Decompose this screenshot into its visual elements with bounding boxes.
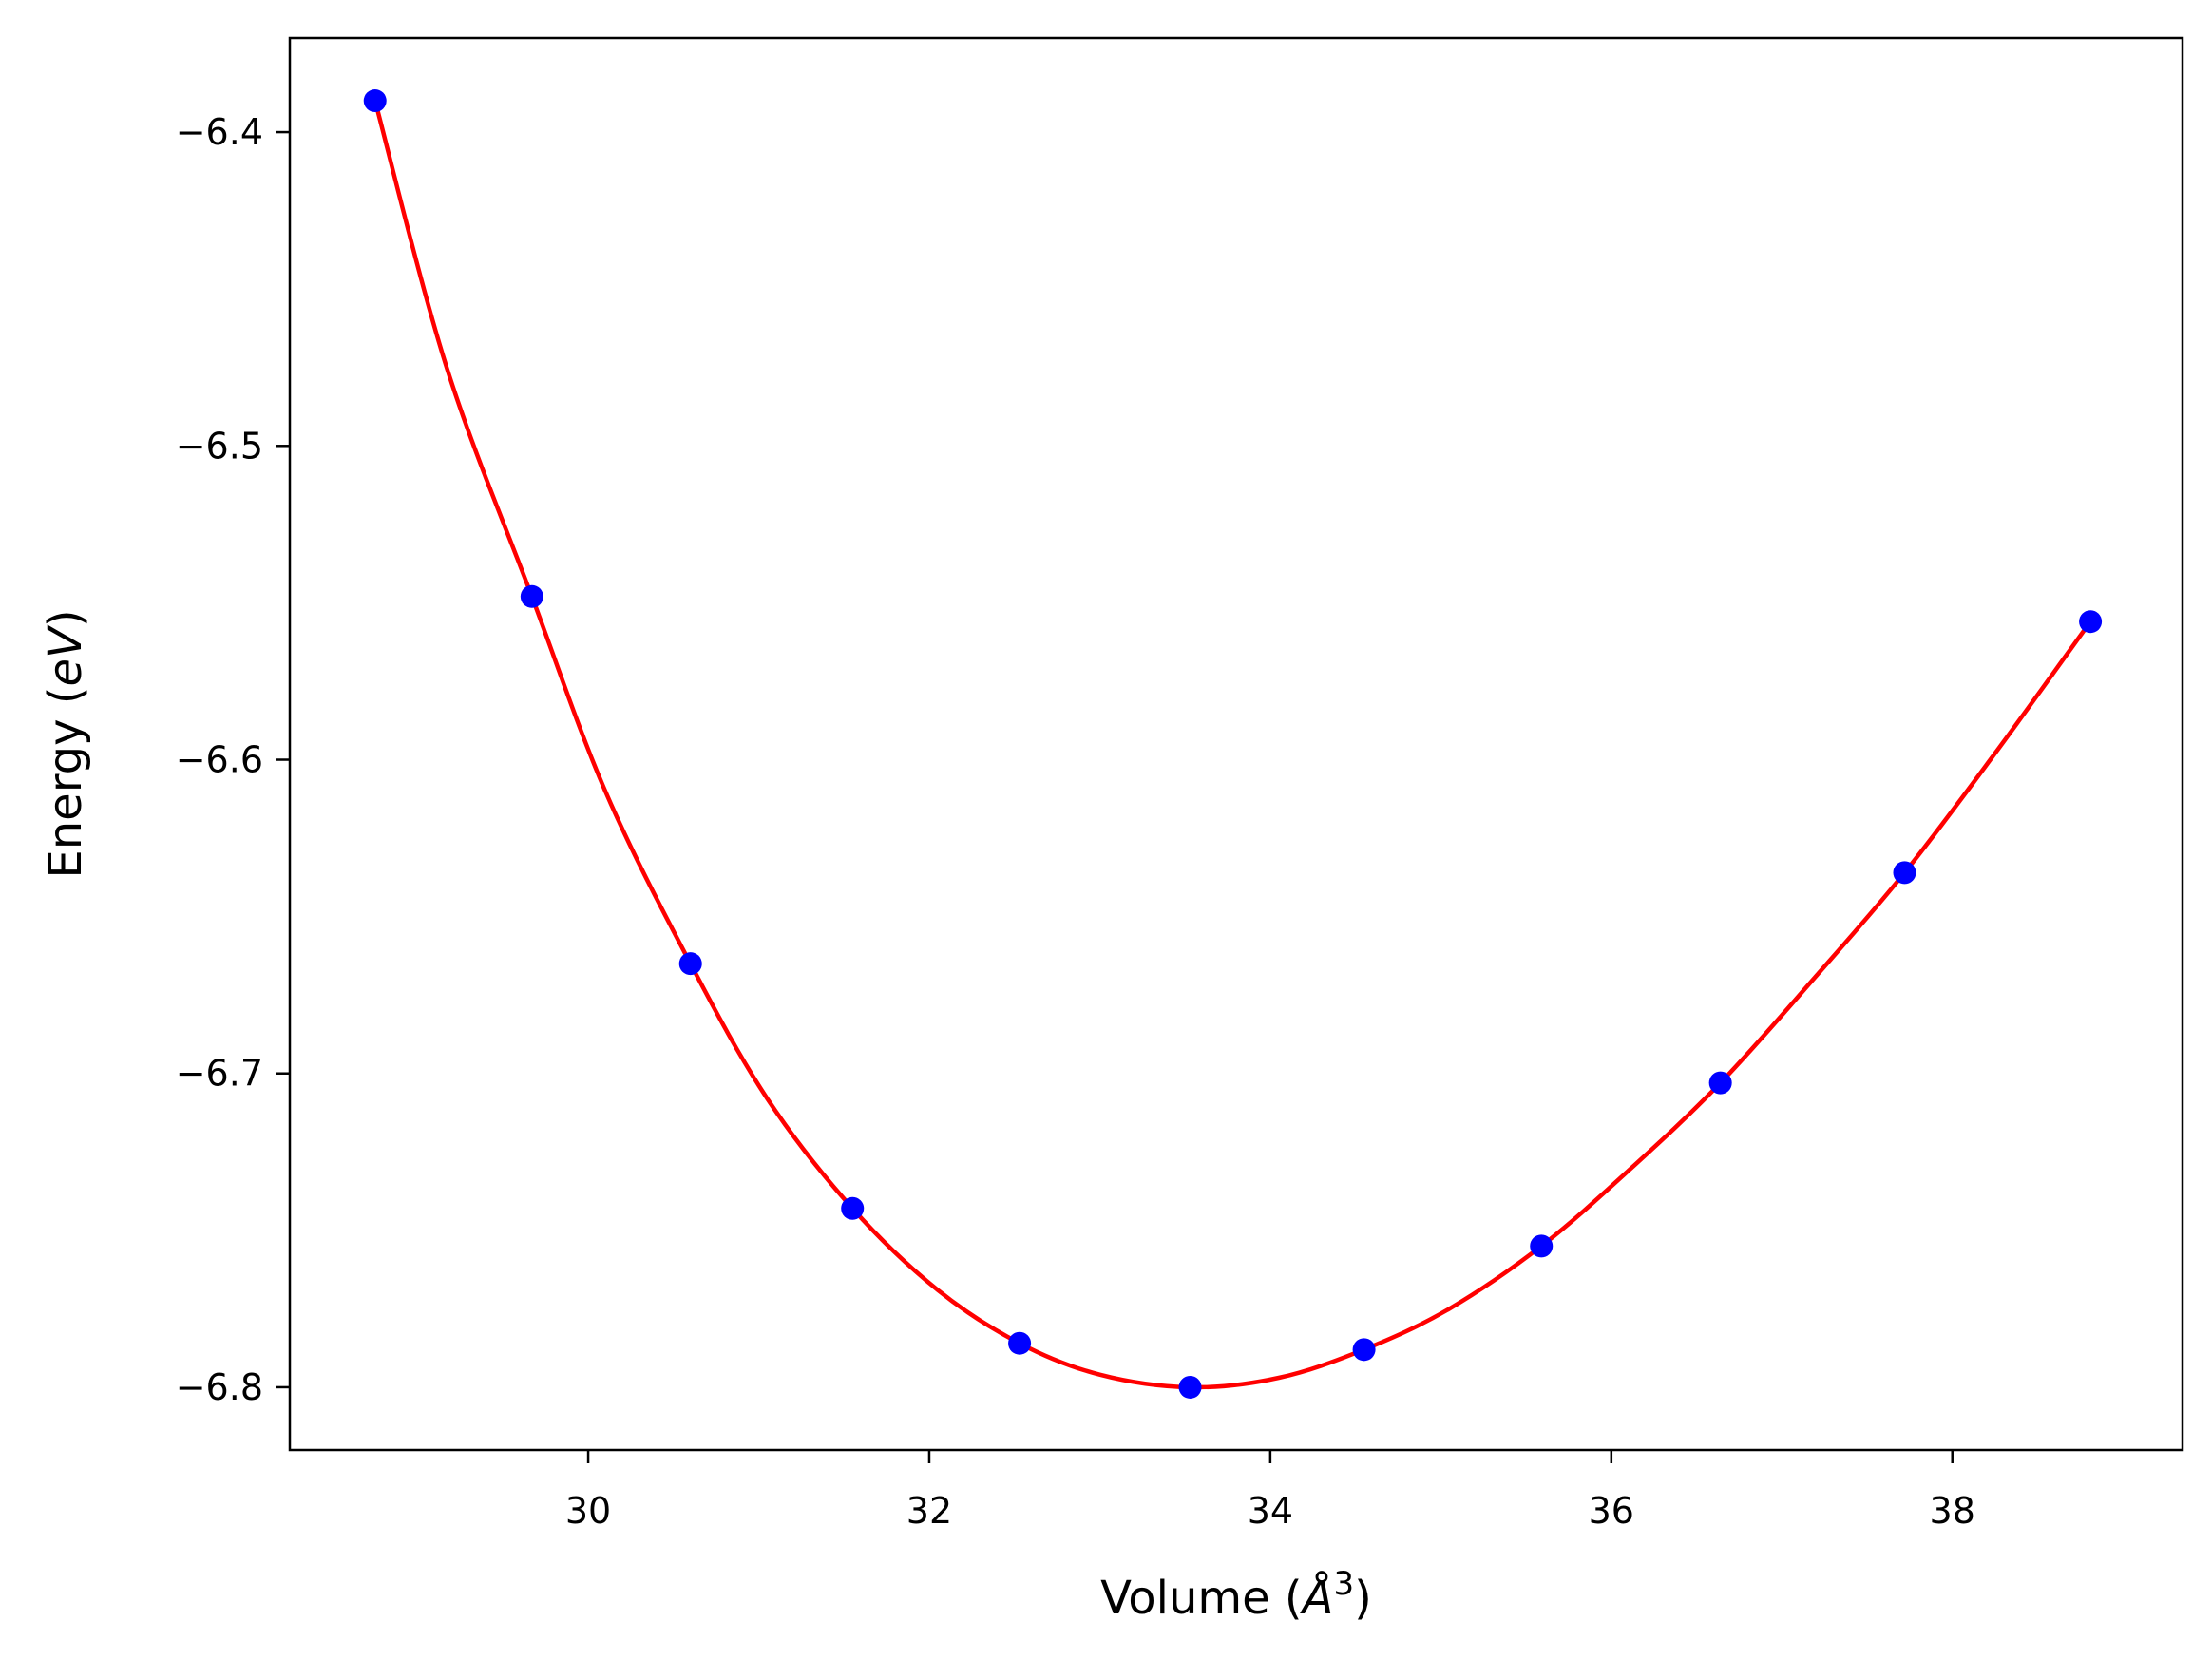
data-point (1893, 861, 1916, 885)
y-tick-label: −6.7 (176, 1053, 263, 1095)
x-tick-label: 34 (1248, 1490, 1293, 1532)
x-axis-unit: Å (1300, 1571, 1334, 1625)
data-point (2079, 610, 2103, 634)
data-point (841, 1196, 865, 1220)
x-axis-title-text: Volume (1100, 1572, 1270, 1625)
x-tick-label: 32 (906, 1490, 952, 1532)
data-point (363, 89, 387, 113)
x-tick-label: 36 (1589, 1490, 1634, 1532)
x-axis-title: Volume (Å3) (1100, 1565, 1372, 1625)
y-tick-label: −6.8 (176, 1366, 263, 1408)
plot-frame (288, 36, 2184, 1452)
x-axis-unit-exponent: 3 (1333, 1565, 1354, 1603)
x-tick-label: 30 (565, 1490, 611, 1532)
data-point (1008, 1331, 1032, 1355)
data-point (1178, 1375, 1202, 1399)
ticks-layer: 30 32 34 36 38 −6.4 −6.5 −6.6 −6.7 −6.8 (176, 111, 1975, 1532)
data-point (1530, 1234, 1554, 1258)
y-axis-title-text: Energy (39, 719, 92, 879)
data-point (1352, 1338, 1376, 1362)
y-axis-title: Energy (eV) (39, 609, 92, 878)
y-axis-unit: eV (39, 624, 92, 687)
plot-layer (363, 89, 2103, 1399)
fit-curve-line (372, 100, 2092, 1390)
data-point (520, 584, 543, 608)
y-tick-label: −6.6 (176, 739, 263, 781)
data-point (678, 952, 702, 976)
y-tick-label: −6.4 (176, 111, 263, 153)
y-tick-label: −6.5 (176, 425, 263, 467)
x-tick-label: 38 (1930, 1490, 1975, 1532)
data-point (1708, 1071, 1732, 1095)
